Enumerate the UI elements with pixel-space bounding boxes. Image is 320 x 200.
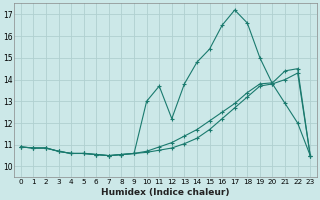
- X-axis label: Humidex (Indice chaleur): Humidex (Indice chaleur): [101, 188, 230, 197]
